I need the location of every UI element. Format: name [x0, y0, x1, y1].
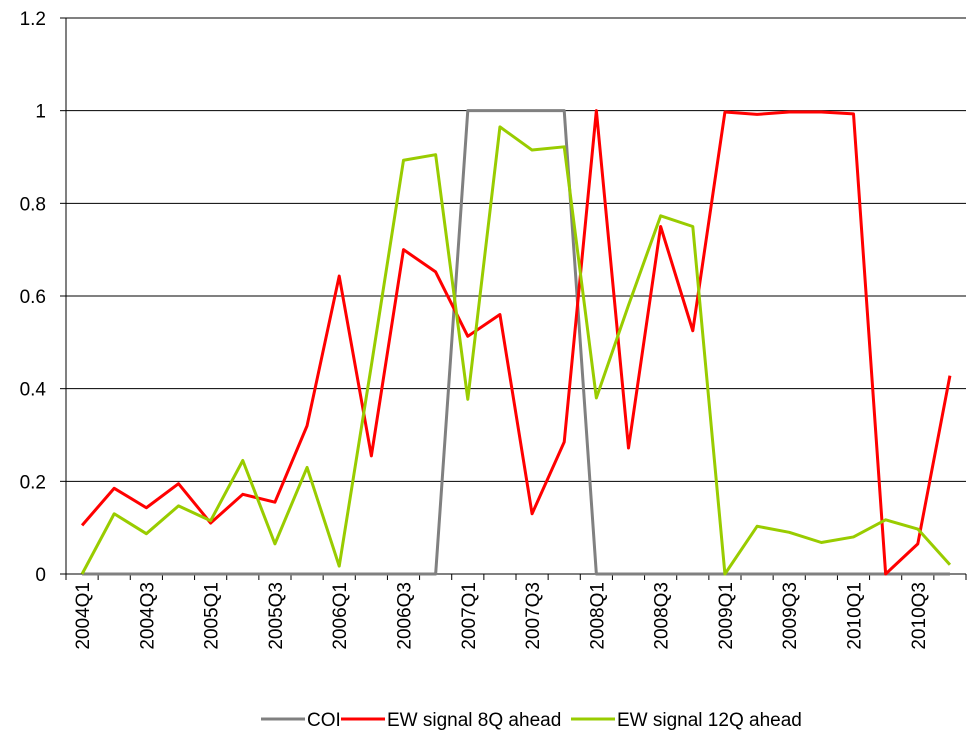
legend-item: EW signal 12Q ahead	[571, 710, 802, 731]
x-tick-label: 2009Q1	[716, 582, 737, 650]
legend-item: EW signal 8Q ahead	[341, 710, 561, 731]
y-tick-label: 0	[35, 565, 46, 586]
x-tick-label: 2005Q1	[202, 582, 223, 650]
x-tick-label: 2004Q1	[73, 582, 94, 650]
y-tick-label: 0.2	[20, 472, 46, 493]
x-tick-label: 2010Q3	[909, 582, 930, 650]
x-tick-label: 2004Q3	[137, 582, 158, 650]
x-tick-label: 2005Q3	[266, 582, 287, 650]
x-tick-label: 2006Q1	[330, 582, 351, 650]
x-tick-label: 2007Q3	[523, 582, 544, 650]
legend-label: EW signal 8Q ahead	[387, 710, 561, 731]
x-tick-label: 2006Q3	[395, 582, 416, 650]
series-line	[80, 109, 952, 576]
x-tick-label: 2008Q3	[652, 582, 673, 650]
x-tick-label: 2010Q1	[845, 582, 866, 650]
legend-item: COI	[261, 710, 341, 731]
series-line	[82, 109, 950, 576]
x-tick-label: 2008Q1	[587, 582, 608, 650]
y-tick-label: 1.2	[20, 9, 46, 30]
legend-label: COI	[307, 710, 341, 731]
x-tick-label: 2009Q3	[780, 582, 801, 650]
y-tick-label: 1	[35, 102, 46, 123]
x-tick-label: 2007Q1	[459, 582, 480, 650]
y-tick-label: 0.6	[20, 287, 46, 308]
y-tick-label: 0.4	[20, 380, 47, 401]
y-tick-label: 0.8	[20, 194, 46, 215]
legend-label: EW signal 12Q ahead	[617, 710, 802, 731]
series-line	[80, 125, 952, 576]
